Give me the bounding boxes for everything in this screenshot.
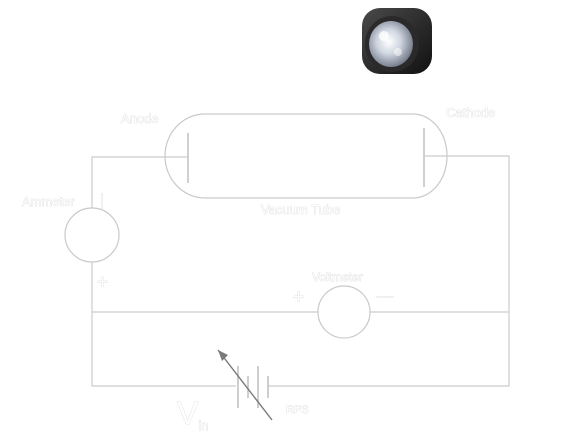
rps-label: RPS [286, 404, 309, 416]
voltmeter-plus-sign: + [293, 287, 304, 308]
voltmeter [317, 285, 371, 339]
vin-label: Vin [177, 395, 208, 433]
voltmeter-minus-sign: — [377, 288, 393, 305]
power-supply [237, 366, 269, 408]
cathode-label: Cathode [446, 105, 495, 120]
lamp-icon [362, 8, 432, 74]
vin-subscript: in [198, 418, 208, 433]
ammeter [64, 207, 120, 263]
vacuum-tube [164, 113, 448, 199]
anode-label: Anode [121, 111, 159, 126]
vacuum-tube-label: Vacuum Tube [261, 202, 340, 217]
ammeter-plus-sign: + [97, 272, 108, 293]
voltmeter-label: Voltmeter [312, 270, 363, 284]
circuit-wires [91, 155, 510, 387]
variable-arrow [217, 349, 273, 421]
ammeter-minus-sign: | [100, 192, 104, 209]
ammeter-label: Ammeter [22, 194, 75, 209]
vin-main: V [177, 395, 199, 431]
